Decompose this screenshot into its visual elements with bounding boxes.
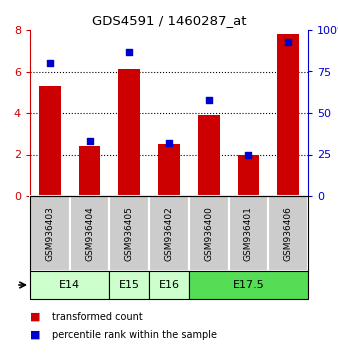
Point [206, 97, 211, 103]
Bar [110, 196, 149, 271]
Point [166, 140, 172, 146]
Bar [79, 146, 100, 196]
Text: percentile rank within the sample: percentile rank within the sample [52, 330, 217, 340]
Bar [70, 196, 110, 271]
Bar [149, 196, 189, 271]
Text: GSM936402: GSM936402 [165, 206, 173, 261]
Text: GSM936405: GSM936405 [125, 206, 134, 261]
Text: E17.5: E17.5 [233, 280, 264, 290]
Bar [277, 34, 299, 196]
Bar [39, 86, 61, 196]
Text: GSM936401: GSM936401 [244, 206, 253, 261]
Point [47, 61, 53, 66]
Title: GDS4591 / 1460287_at: GDS4591 / 1460287_at [92, 15, 246, 28]
Text: E14: E14 [59, 280, 80, 290]
Bar [228, 196, 268, 271]
Bar [189, 271, 308, 299]
Text: transformed count: transformed count [52, 312, 143, 322]
Text: E15: E15 [119, 280, 140, 290]
Bar [189, 196, 228, 271]
Text: GSM936406: GSM936406 [284, 206, 293, 261]
Text: GSM936404: GSM936404 [85, 206, 94, 261]
Point [285, 39, 291, 45]
Bar [268, 196, 308, 271]
Bar [110, 271, 149, 299]
Bar [158, 144, 180, 196]
Text: E16: E16 [159, 280, 179, 290]
Bar [238, 154, 259, 196]
Point [87, 138, 92, 144]
Bar [30, 196, 70, 271]
Point [246, 152, 251, 157]
Bar [30, 271, 110, 299]
Point [127, 49, 132, 55]
Text: ■: ■ [30, 330, 41, 340]
Text: GSM936400: GSM936400 [204, 206, 213, 261]
Bar [118, 69, 140, 196]
Text: GSM936403: GSM936403 [45, 206, 54, 261]
Text: ■: ■ [30, 312, 41, 322]
Bar [149, 271, 189, 299]
Bar [198, 115, 220, 196]
